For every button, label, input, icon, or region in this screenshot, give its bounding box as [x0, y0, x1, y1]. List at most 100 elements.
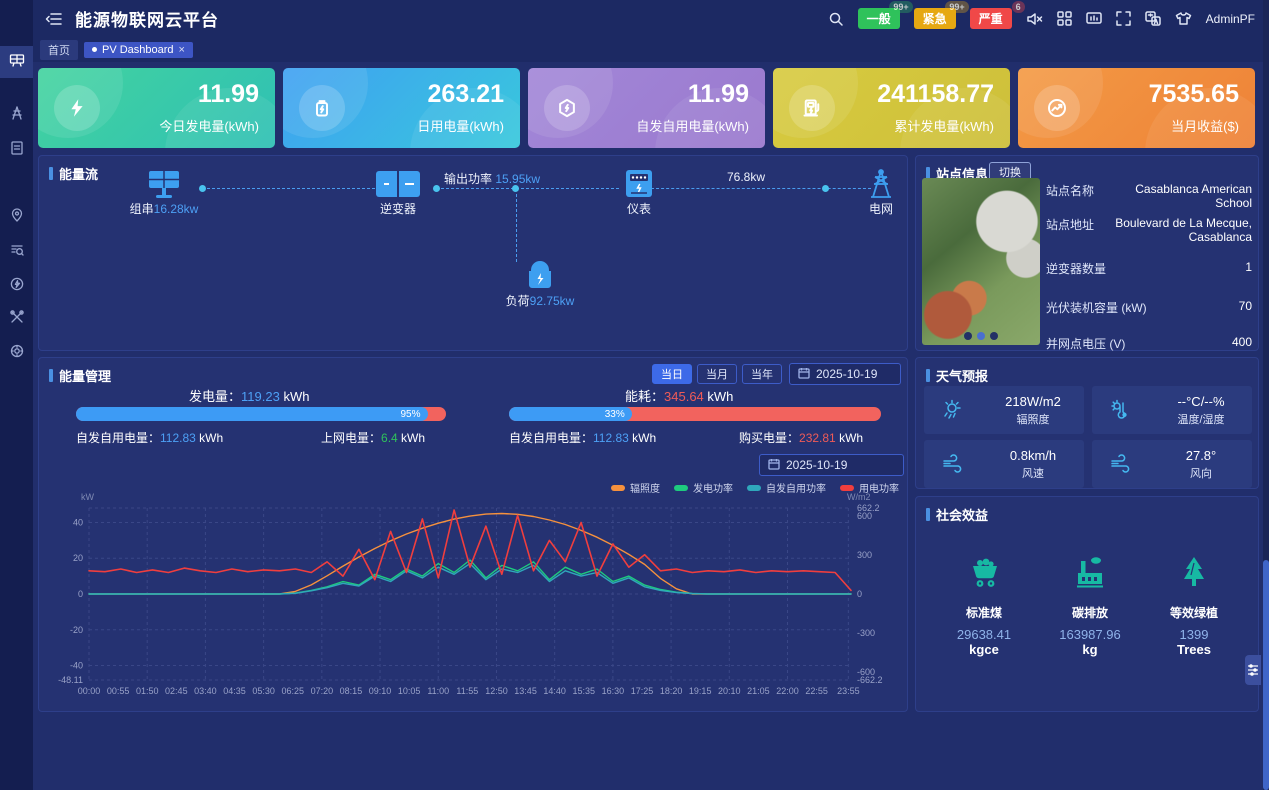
alarm-badge-urgent[interactable]: 紧急 99+	[913, 1, 969, 29]
carousel-dot[interactable]	[977, 332, 985, 340]
tab-home[interactable]: 首页	[40, 39, 78, 60]
kpi-card-self-consumption: 11.99 自发自用电量(kWh)	[528, 68, 765, 148]
x-tick-label: 03:40	[194, 686, 217, 696]
x-tick-label: 00:55	[107, 686, 130, 696]
username[interactable]: AdminPF	[1205, 11, 1255, 26]
carousel-dot[interactable]	[964, 332, 972, 340]
weather-value: 27.8°	[1185, 447, 1217, 463]
x-tick-label: 17:25	[631, 686, 654, 696]
y-tick-label-right: 300	[857, 550, 872, 560]
monitor-chart-icon[interactable]	[1085, 11, 1102, 26]
x-tick-label: 02:45	[165, 686, 188, 696]
site-row: 站点地址 Boulevard de La Mecque, Casablanca	[1046, 216, 1252, 244]
x-tick-label: 18:20	[660, 686, 683, 696]
fullscreen-icon[interactable]	[1115, 11, 1131, 26]
bolt-circle-icon	[9, 276, 25, 297]
period-tab-year[interactable]: 当年	[742, 364, 782, 384]
sidebar	[0, 0, 33, 790]
series-自发自用功率	[88, 562, 852, 595]
x-tick-label: 14:40	[543, 686, 566, 696]
flow-grid-power-label: 76.8kw	[727, 170, 766, 184]
weather-label: 温度/湿度	[1177, 413, 1225, 426]
x-tick-label: 05:30	[252, 686, 275, 696]
panel-title-energy-flow: 能量流	[49, 164, 98, 183]
scrollbar[interactable]	[1263, 0, 1269, 790]
social-benefits-panel: 社会效益 标准煤 29638.41 kgce 碳排放 163987.96 kg …	[915, 496, 1259, 712]
tab-bar: 首页 PV Dashboard ×	[33, 37, 1269, 62]
meter-icon	[623, 168, 655, 200]
sliders-icon	[1248, 664, 1258, 676]
flow-node-meter: 仪表	[619, 168, 659, 217]
weather-tile-wind-direction: 27.8° 风向	[1092, 440, 1252, 488]
legend-item[interactable]: 用电功率	[840, 480, 899, 495]
x-tick-label: 22:00	[776, 686, 799, 696]
period-tab-month[interactable]: 当月	[697, 364, 737, 384]
sidebar-item-power[interactable]	[0, 271, 33, 301]
theme-shirt-icon[interactable]	[1175, 11, 1192, 26]
y-tick-label-right: 0	[857, 589, 862, 599]
site-info-panel: 站点信息 切换 站点名称 Casablanca American School 站…	[915, 155, 1259, 351]
sidebar-item-grid[interactable]	[0, 100, 33, 130]
chart-date-picker[interactable]: 2025-10-19	[759, 454, 904, 476]
legend-item[interactable]: 自发自用功率	[747, 480, 826, 495]
weather-tile-wind-speed: 0.8km/h 风速	[924, 440, 1084, 488]
left-axis-name: kW	[81, 492, 95, 502]
x-tick-label: 19:15	[689, 686, 712, 696]
gen-feed-in-label: 上网电量：6.4 kWh	[321, 431, 426, 445]
header: 能源物联网云平台 一般 99+ 紧急 99+ 严重 6 AdminPF	[33, 0, 1269, 37]
solar-panel-icon	[145, 168, 183, 200]
scrollbar-thumb[interactable]	[1263, 560, 1269, 790]
y-tick-label-left: 20	[73, 553, 83, 563]
x-tick-label: 11:00	[427, 686, 449, 696]
sidebar-item-map[interactable]	[0, 202, 33, 232]
alarm-badge-critical[interactable]: 严重 6	[969, 1, 1025, 29]
x-tick-label: 04:35	[223, 686, 246, 696]
generation-headline: 发电量：119.23 kWh	[189, 389, 310, 404]
search-icon[interactable]	[828, 11, 844, 27]
social-item-coal: 标准煤 29638.41 kgce	[934, 555, 1034, 657]
sidebar-item-settings[interactable]	[0, 338, 33, 368]
date-picker[interactable]: 2025-10-19	[789, 363, 901, 385]
mute-icon[interactable]	[1026, 12, 1043, 26]
weather-value: 0.8km/h	[1009, 447, 1057, 463]
progress-percent: 95%	[400, 408, 421, 420]
sidebar-item-logs[interactable]	[0, 237, 33, 267]
y-tick-label-left: -48.11	[58, 675, 83, 685]
consumption-headline: 能耗：345.64 kWh	[625, 389, 734, 404]
legend-marker-icon	[611, 484, 625, 491]
tab-close-icon[interactable]: ×	[178, 43, 185, 56]
kpi-card-monthly-revenue: 7535.65 当月收益($)	[1018, 68, 1255, 148]
settings-drawer-toggle[interactable]	[1245, 655, 1261, 685]
legend-item[interactable]: 辐照度	[611, 480, 660, 495]
language-icon[interactable]	[1144, 11, 1161, 26]
weather-value: --°C/--%	[1177, 393, 1225, 409]
alarm-badge-general[interactable]: 一般 99+	[857, 1, 913, 29]
y-tick-label-right: -662.2	[857, 675, 883, 685]
kpi-value: 11.99	[687, 80, 749, 108]
alarm-count: 99+	[945, 1, 969, 13]
social-unit: kgce	[969, 642, 999, 657]
social-item-trees: 等效绿植 1399 Trees	[1144, 555, 1244, 657]
weather-label: 风速	[1022, 467, 1044, 480]
sidebar-item-reports[interactable]	[0, 135, 33, 165]
legend-label: 自发自用功率	[766, 484, 826, 495]
flow-dot	[822, 185, 829, 192]
location-pin-icon	[9, 207, 25, 228]
title-accent	[926, 369, 930, 382]
y-tick-label-left: -20	[70, 625, 83, 635]
apps-grid-icon[interactable]	[1056, 11, 1072, 26]
social-item-carbon: 碳排放 163987.96 kg	[1040, 555, 1140, 657]
carousel-dot[interactable]	[990, 332, 998, 340]
site-photo-carousel[interactable]	[922, 178, 1040, 345]
weather-label: 辐照度	[1016, 413, 1050, 426]
chart-legend: 辐照度 发电功率 自发自用功率 用电功率	[611, 480, 899, 495]
sidebar-item-pv-dashboard[interactable]	[0, 46, 33, 78]
sidebar-item-maintenance[interactable]	[0, 304, 33, 334]
legend-item[interactable]: 发电功率	[674, 480, 733, 495]
switch-site-button[interactable]: 切换	[989, 162, 1031, 182]
tab-pv-dashboard[interactable]: PV Dashboard ×	[84, 41, 193, 58]
collapse-menu-icon[interactable]	[45, 12, 63, 26]
calendar-icon	[768, 458, 780, 473]
period-tab-day[interactable]: 当日	[652, 364, 692, 384]
site-row: 逆变器数量 1	[1046, 260, 1252, 276]
